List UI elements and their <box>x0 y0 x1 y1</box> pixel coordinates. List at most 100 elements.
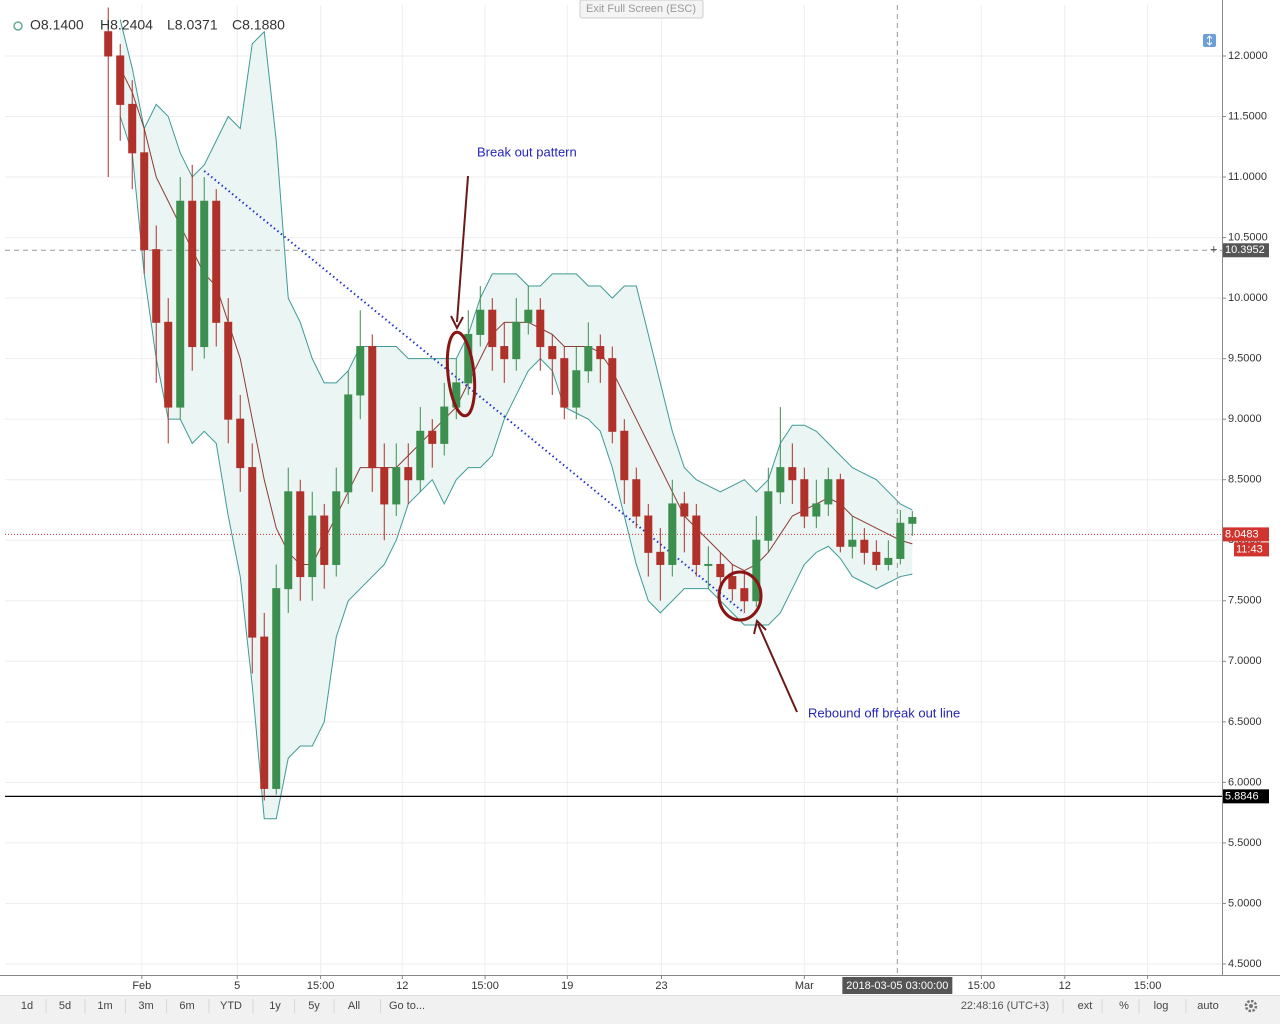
candle-body <box>692 515 701 565</box>
crosshair-plus: + <box>1210 242 1218 257</box>
candle-body <box>200 200 209 348</box>
candles <box>104 7 917 801</box>
y-tick-label: 12.0000 <box>1228 50 1268 62</box>
candle-body <box>716 563 725 578</box>
candle-body <box>104 31 113 57</box>
candle-body <box>248 467 257 638</box>
x-tick-label: 19 <box>561 980 573 992</box>
candle-body <box>584 346 593 372</box>
candle-body <box>872 551 881 565</box>
range-button[interactable]: 1m <box>97 1000 112 1012</box>
candle-body <box>380 467 389 505</box>
candle-body <box>848 539 857 547</box>
candle-body <box>284 491 293 590</box>
candle-body <box>884 557 893 565</box>
candle-body <box>416 430 425 481</box>
clock: 22:48:16 (UTC+3) <box>961 1000 1049 1012</box>
candle-body <box>212 200 221 323</box>
range-button[interactable]: Go to... <box>389 1000 425 1012</box>
candle-body <box>308 515 317 578</box>
y-tick-label: 6.0000 <box>1228 776 1262 788</box>
candle-body <box>320 515 329 565</box>
candle-body <box>512 321 521 360</box>
candle-body <box>224 321 233 420</box>
band-fill <box>120 19 913 819</box>
candle-body <box>188 200 197 348</box>
toolbar-items: 1d 5d 1m 3m 6m YTD 1y 5y All Go to... ext% log auto <box>21 999 1219 1013</box>
candle-body <box>428 430 437 444</box>
candle-body <box>392 467 401 505</box>
exit-fullscreen-label[interactable]: Exit Full Screen (ESC) <box>586 3 696 15</box>
x-tick-label: 15:00 <box>307 980 335 992</box>
range-button[interactable]: 1d <box>21 1000 33 1012</box>
ohlc-legend: O8.1400 H8.2404 L8.0371 C8.1880 <box>30 17 285 33</box>
candle-body <box>296 491 305 578</box>
ohlc-close: C8.1880 <box>232 17 285 33</box>
candle-body <box>680 503 689 517</box>
price-marker-label: 8.0483 <box>1225 528 1259 540</box>
overlays: Break out pattern Rebound off break out … <box>445 144 960 720</box>
candle-body <box>440 406 449 444</box>
annotation: Rebound off break out line <box>808 705 960 720</box>
candle-body <box>164 321 173 408</box>
y-tick-label: 10.5000 <box>1228 231 1268 243</box>
annotation: Break out pattern <box>477 144 577 159</box>
range-button[interactable]: YTD <box>220 1000 242 1012</box>
range-button[interactable]: 1y <box>269 1000 281 1012</box>
range-button[interactable]: 6m <box>179 1000 194 1012</box>
option-button[interactable]: log <box>1154 1000 1169 1012</box>
arrow-head <box>753 619 767 635</box>
range-button[interactable]: All <box>348 1000 360 1012</box>
x-tick-label: 12 <box>396 980 408 992</box>
price-marker-label: 10.3952 <box>1225 244 1265 256</box>
candle-body <box>524 309 533 323</box>
x-tick-label: 5 <box>234 980 240 992</box>
x-tick-label: 15:00 <box>1134 980 1162 992</box>
candle-body <box>332 491 341 565</box>
option-button[interactable]: auto <box>1197 1000 1218 1012</box>
option-button[interactable]: % <box>1119 1000 1129 1012</box>
candle-body <box>116 55 125 105</box>
settings-icon[interactable] <box>1244 999 1258 1013</box>
arrow-head <box>450 315 464 331</box>
candle-body <box>596 346 605 360</box>
candle-body <box>152 249 161 323</box>
y-axis-area <box>1222 0 1280 975</box>
candle-body <box>644 515 653 553</box>
x-tick-label: Feb <box>132 980 151 992</box>
candle-body <box>800 479 809 517</box>
candle-body <box>572 370 581 408</box>
ohlc-open: O8.1400 <box>30 17 84 33</box>
range-button[interactable]: 3m <box>138 1000 153 1012</box>
ohlc-high: H8.2404 <box>100 17 153 33</box>
candle-body <box>140 152 149 251</box>
range-button[interactable]: 5y <box>308 1000 320 1012</box>
candle-body <box>788 467 797 481</box>
x-tick-label: 15:00 <box>471 980 499 992</box>
candle-body <box>620 430 629 481</box>
band-lower <box>119 116 913 820</box>
option-button[interactable]: ext <box>1078 1000 1093 1012</box>
candle-body <box>548 346 557 360</box>
exit-fullscreen-button[interactable] <box>579 0 704 19</box>
candle-body <box>908 516 917 524</box>
candle-body <box>704 563 713 566</box>
y-tick-label: 9.0000 <box>1228 413 1262 425</box>
ohlc-low: L8.0371 <box>167 17 218 33</box>
candle-body <box>344 394 353 493</box>
candle-body <box>764 491 773 541</box>
candle-body <box>236 418 245 469</box>
x-tick-label: 23 <box>655 980 667 992</box>
range-button[interactable]: 5d <box>59 1000 71 1012</box>
y-tick-label: 9.5000 <box>1228 353 1262 365</box>
y-tick-label: 5.5000 <box>1228 837 1262 849</box>
candle-body <box>560 358 569 408</box>
axes: 12.0000 11.5000 11.0000 10.5000 10.0000 9.500… <box>132 50 1269 994</box>
price-marker <box>1223 789 1269 804</box>
candle-body <box>500 346 509 360</box>
candle-body <box>176 200 185 408</box>
x-tick-label: 15:00 <box>968 980 996 992</box>
crosshair-x-marker <box>842 977 953 994</box>
crosshair-x-label: 2018-03-05 03:00:00 <box>846 980 948 992</box>
